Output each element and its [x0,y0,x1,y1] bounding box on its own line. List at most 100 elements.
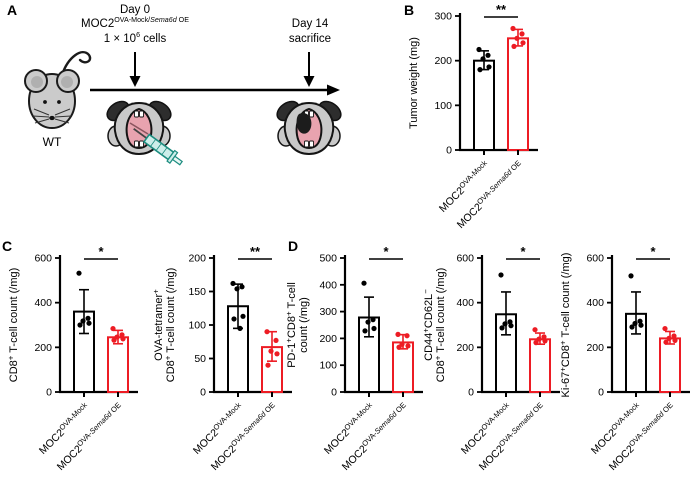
data-point [502,321,508,327]
data-point [273,337,279,344]
data-point [396,344,402,350]
tumor-mouse-icon [276,100,342,156]
bar-mock [473,59,495,152]
data-point [662,325,668,332]
data-point [476,46,482,53]
day0-cell-line-label: MOC2OVA-Mock/Sema6d OE [81,16,189,30]
data-point [274,351,280,357]
chart-cd44-cd62l-cd8: 0 200 400 600 MOC2OVA-Mock MOC2OVA-Sema6d OE *… [420,242,580,492]
data-point [477,67,483,73]
data-point [111,337,117,343]
timeline-arrow [90,84,340,96]
bar-sema6d-oe [392,341,414,393]
data-point [371,325,377,332]
y-tick-label: 150 [188,286,206,298]
y-tick-label: 300 [319,306,337,318]
panel-b-label: B [404,2,415,18]
significance-label: ** [496,2,507,17]
data-point [663,339,669,345]
significance-label: * [98,244,104,259]
data-point [110,325,116,332]
data-point [542,338,548,344]
significance-label: * [520,244,526,259]
y-tick-label: 200 [434,55,452,67]
y-tick-label: 200 [188,253,206,265]
y-tick-label: 0 [598,387,604,399]
chart-ova-tetramer-cd8: 0 50 100 150 200 MOC2OVA-Mock MOC2OVA-Sema6d O… [150,242,310,492]
y-tick-label: 0 [331,387,337,399]
day14-arrow [303,52,315,87]
y-tick-label: 600 [586,253,604,265]
wt-label: WT [42,135,62,149]
data-point [628,273,634,279]
data-point [240,313,246,319]
y-tick-label: 300 [434,11,452,23]
data-point [508,323,514,329]
x-axis-label: MOC2OVA-Mock [190,400,246,456]
y-axis-title: PD-1+CD8+ T-cell [284,282,298,368]
data-point [120,336,126,342]
data-point [536,336,542,342]
mouse-tail [60,51,92,77]
y-axis-title: CD8+ T-cell count (/mg) [6,268,20,383]
y-tick-label: 50 [194,353,206,365]
significance-label: ** [250,244,261,259]
y-axis-title: CD8+ T-cell count (/mg) [433,268,447,383]
upper-teeth [134,110,139,118]
x-axis-label: MOC2OVA-Mock [458,400,514,456]
data-point [498,272,504,278]
data-point [520,40,526,46]
x-axis-label: MOC2OVA-Mock [36,400,92,456]
data-point [638,322,644,328]
mouse-whiskers [32,108,72,124]
y-tick-label: 200 [586,342,604,354]
y-tick-label: 0 [446,145,452,157]
data-point [76,270,82,276]
y-tick-label: 200 [319,333,337,345]
day0-label: Day 0 [119,4,151,16]
y-tick-label: 500 [319,253,337,265]
y-axis-title: CD44+CD62L− [421,289,435,361]
data-point [404,333,410,339]
data-point [519,31,525,37]
x-axis-label: MOC2OVA-Mock [321,400,377,456]
panel-c-label: C [2,238,13,254]
bar-sema6d-oe [659,337,681,393]
data-point [231,316,237,322]
y-tick-label: 400 [319,279,337,291]
data-point [499,325,505,331]
bar-sema6d-oe [107,336,129,393]
data-point [239,284,245,290]
y-tick-label: 100 [434,100,452,112]
data-point [666,335,672,341]
data-point [234,286,240,292]
day14-label: Day 14 [291,18,329,30]
data-point [365,319,371,325]
data-point [86,320,92,326]
data-point [629,324,635,330]
chart-pd1-cd8: 0 100 200 300 400 500 MOC2OVA-Mock MOC2OVA-Sema… [283,242,443,492]
data-point [85,315,91,321]
bar-sema6d-oe [529,338,551,393]
data-point [361,280,367,286]
chart-tumor-weight: 0 100 200 300 MOC2OVA-Mock MOC2OVA-Sema6d OE *… [405,0,595,245]
x-axis-label: MOC2OVA-Mock [588,400,644,456]
y-tick-label: 100 [188,320,206,332]
y-axis-title: Tumor weight (mg) [408,37,420,129]
y-axis-title: count (/mg) [298,297,310,353]
panel-a-label: A [7,2,18,18]
data-point [511,43,517,49]
data-point [541,334,547,340]
y-axis-title: Ki-67+CD8+ T-cell count (/mg) [558,253,572,398]
data-point [119,332,125,338]
data-point [265,362,271,368]
y-tick-label: 400 [586,297,604,309]
data-point [395,331,401,337]
chart-cd8-count: 0 200 400 600 MOC2OVA-Mock MOC2OVA-Sema6d OE *… [5,242,155,492]
y-axis-title: CD8+ T-cell count (/mg) [163,268,177,383]
data-point [268,348,274,354]
day0-dose-label: 1 × 106 cells [103,31,167,45]
data-point [77,322,83,328]
y-axis-title: OVA-tetramer+ [151,289,165,361]
